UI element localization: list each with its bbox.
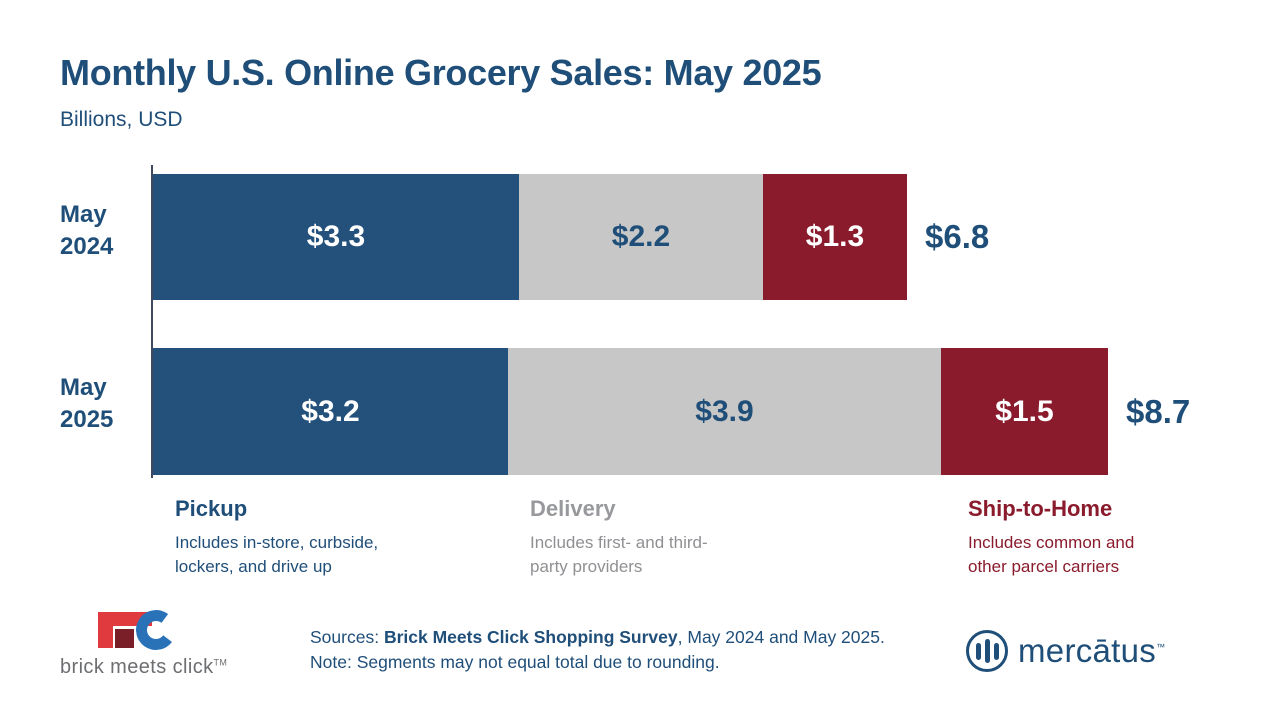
legend-title-pickup: Pickup	[175, 496, 248, 521]
bar-row-may-2024: $3.3 $2.2 $1.3 $6.8	[153, 174, 989, 300]
segment-value-label: $2.2	[611, 220, 671, 253]
segment-value-label: $1.5	[995, 394, 1054, 428]
segment-value-label: $3.2	[301, 394, 360, 428]
trademark-symbol: ™	[1156, 642, 1166, 652]
segment-pickup-2025: $3.2	[153, 348, 508, 475]
brick-meets-click-logo: brick meets clickTM	[60, 607, 250, 679]
segment-ship-to-home-2025: $1.5	[941, 348, 1108, 475]
legend-description-ship-to-home: Includes common and other parcel carrier…	[968, 533, 1135, 576]
mercatus-logo: mercātus™	[966, 630, 1165, 672]
segment-value-label: $3.9	[695, 394, 754, 428]
logo-maroon-square	[115, 629, 134, 648]
chart-axis-line	[151, 165, 153, 478]
segment-delivery-2024: $2.2	[519, 174, 763, 300]
mercatus-icon-bar	[984, 639, 990, 663]
page-subtitle: Billions, USD	[60, 108, 183, 131]
bar-row-label-may-2025: May 2025	[60, 374, 114, 433]
segment-value-label: $3.3	[306, 220, 366, 253]
legend-item-ship-to-home: Ship-to-Home Includes common and other p…	[968, 496, 1134, 579]
mercatus-icon	[966, 630, 1008, 672]
legend-description-delivery: Includes first- and third- party provide…	[530, 533, 708, 576]
segment-value-label: $1.3	[805, 220, 865, 253]
mercatus-wordmark: mercātus™	[1018, 632, 1166, 669]
segment-pickup-2024: $3.3	[153, 174, 519, 300]
trademark-symbol: TM	[213, 657, 228, 668]
mercatus-icon-bar	[975, 642, 981, 660]
sources-note: Sources: Brick Meets Click Shopping Surv…	[310, 625, 885, 675]
logo-red-bar-vertical	[98, 612, 113, 648]
brick-meets-click-wordmark: brick meets clickTM	[60, 656, 228, 678]
segment-ship-to-home-2024: $1.3	[763, 174, 907, 300]
legend-title-ship-to-home: Ship-to-Home	[968, 496, 1113, 521]
page-title: Monthly U.S. Online Grocery Sales: May 2…	[60, 52, 822, 93]
sources-line: Sources: Brick Meets Click Shopping Surv…	[310, 627, 885, 647]
brick-meets-click-icon	[98, 607, 188, 653]
legend-item-pickup: Pickup Includes in-store, curbside, lock…	[175, 496, 378, 579]
legend-item-delivery: Delivery Includes first- and third- part…	[530, 496, 708, 579]
mercatus-icon-bar	[993, 642, 999, 660]
bar-row-label-may-2024: May 2024	[60, 201, 114, 260]
legend-title-delivery: Delivery	[530, 496, 616, 521]
bar-row-may-2025: $3.2 $3.9 $1.5 $8.7	[153, 348, 1190, 475]
legend-description-pickup: Includes in-store, curbside, lockers, an…	[175, 533, 379, 576]
note-line: Note: Segments may not equal total due t…	[310, 652, 720, 672]
segment-delivery-2025: $3.9	[508, 348, 941, 475]
total-label-2024: $6.8	[925, 218, 990, 255]
total-label-2025: $8.7	[1126, 392, 1191, 430]
